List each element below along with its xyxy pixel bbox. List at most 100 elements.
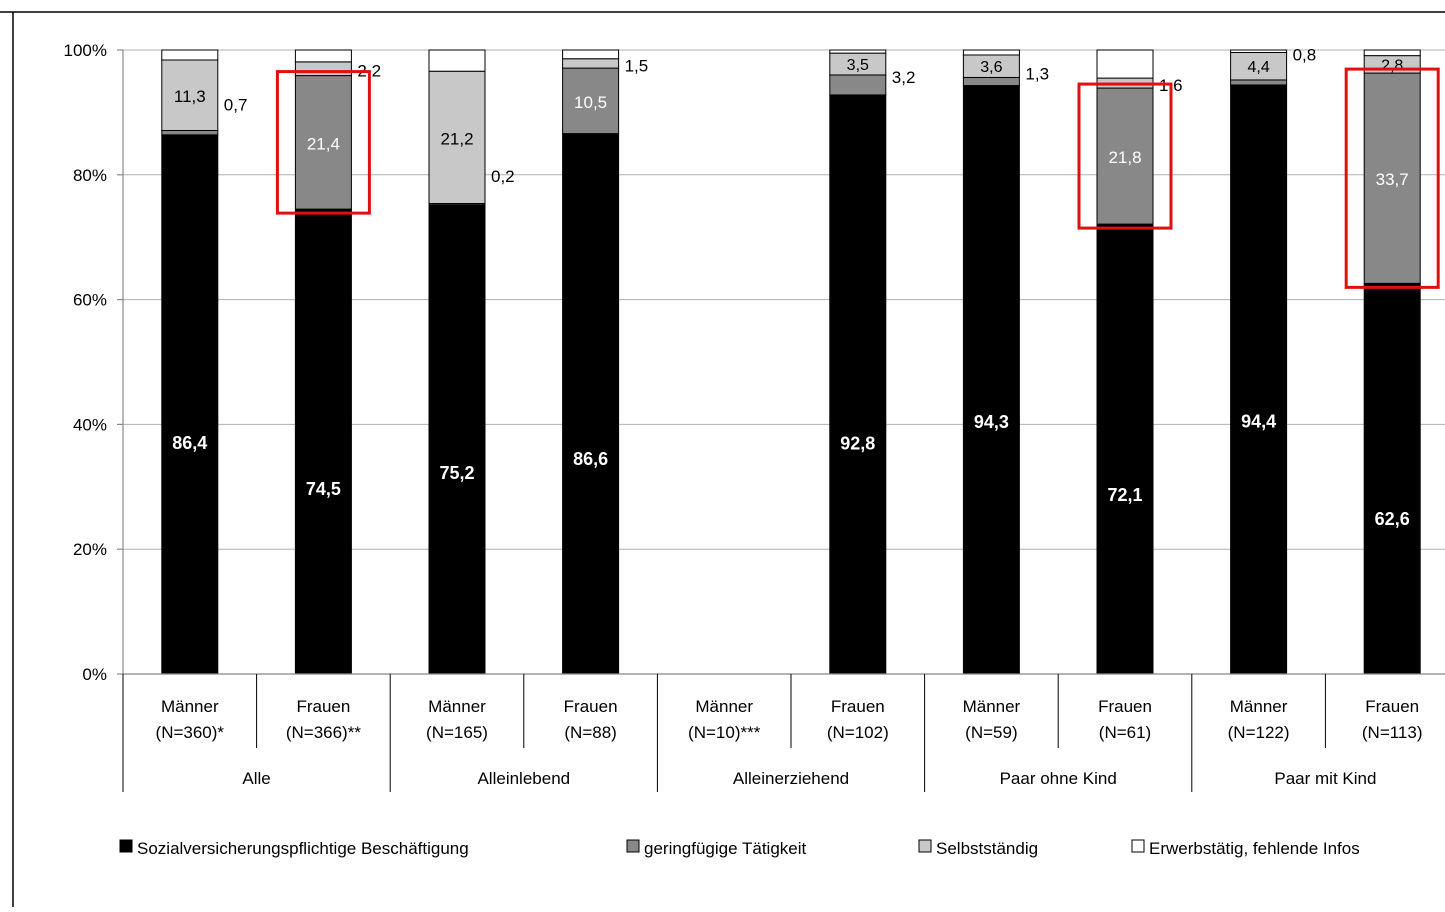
x-tick-label: Frauen	[564, 697, 618, 716]
bar-segment	[829, 74, 887, 96]
bar-segment	[962, 76, 1020, 87]
data-label: 75,2	[439, 463, 474, 483]
x-tick-label: Frauen	[831, 697, 885, 716]
bars-layer	[161, 49, 1421, 675]
data-label: 3,5	[847, 57, 869, 74]
bar-segment	[829, 94, 887, 675]
highlight-box	[1077, 82, 1173, 230]
data-label: 62,6	[1375, 509, 1410, 529]
data-label: 0,2	[491, 167, 515, 186]
bar-segment	[1096, 49, 1154, 79]
data-label: 92,8	[840, 433, 875, 453]
data-label: 21,2	[440, 129, 473, 148]
y-axis: 0% 20% 40% 60% 80% 100%	[64, 41, 124, 684]
group-label: Paar mit Kind	[1274, 769, 1376, 788]
data-label: 0,7	[224, 96, 248, 115]
data-label: 94,3	[974, 412, 1009, 432]
bar-segment	[962, 49, 1020, 56]
x-tick-label: (N=360)*	[156, 723, 225, 742]
group-label: Paar ohne Kind	[1000, 769, 1117, 788]
data-label: 1,5	[625, 56, 649, 75]
y-tick-label: 100%	[64, 41, 107, 60]
bar-segment	[562, 133, 620, 675]
bar-segment	[428, 204, 486, 675]
x-tick-label: Frauen	[296, 697, 350, 716]
legend-swatch	[626, 839, 640, 853]
x-tick-label: (N=59)	[965, 723, 1017, 742]
x-tick-label: (N=113)	[1362, 723, 1423, 742]
bar-segment	[161, 134, 219, 675]
data-label: 33,7	[1376, 170, 1409, 189]
y-tick-label: 0%	[82, 665, 107, 684]
bar-segment	[1096, 223, 1154, 675]
bar-segment	[962, 85, 1020, 675]
bar-segment	[562, 49, 620, 60]
bar-segment	[161, 59, 219, 131]
data-label: 21,8	[1108, 148, 1141, 167]
bar-segment	[161, 49, 219, 61]
data-labels-layer: 86,40,711,374,521,42,275,20,221,286,610,…	[172, 45, 1409, 528]
bar-segment	[1230, 84, 1288, 675]
data-label: 74,5	[306, 479, 341, 499]
y-tick-label: 60%	[73, 291, 107, 310]
bar-segment	[1363, 49, 1421, 57]
x-tick-label: (N=122)	[1228, 723, 1290, 742]
group-label: Alleinlebend	[477, 769, 570, 788]
bar-segment	[562, 58, 620, 69]
bar-segment	[294, 49, 352, 63]
bar-segment	[1363, 72, 1421, 284]
legend-label: geringfügige Tätigkeit	[644, 839, 807, 858]
legend-swatch	[918, 839, 932, 853]
x-tick-label: Männer	[1230, 697, 1288, 716]
group-label: Alle	[242, 769, 270, 788]
legend-swatch	[1131, 839, 1145, 853]
legend-swatch	[119, 839, 133, 853]
legend-label: Sozialversicherungspflichtige Beschäftig…	[137, 839, 469, 858]
data-label: 94,4	[1241, 412, 1276, 432]
data-label: 86,4	[172, 433, 207, 453]
highlight-layer	[275, 67, 1440, 289]
x-tick-label: Männer	[963, 697, 1021, 716]
highlight-box	[275, 70, 371, 215]
data-label: 4,4	[1247, 59, 1269, 76]
x-tick-label: (N=61)	[1099, 723, 1151, 742]
bar-segment	[294, 208, 352, 675]
x-tick-label: (N=88)	[564, 723, 616, 742]
legend-label: Erwerbstätig, fehlende Infos	[1149, 839, 1360, 858]
bar-segment	[1230, 49, 1288, 53]
x-tick-label: Frauen	[1365, 697, 1419, 716]
data-label: 2,8	[1381, 57, 1403, 74]
legend: Sozialversicherungspflichtige Beschäftig…	[119, 839, 1360, 858]
data-label: 86,6	[573, 449, 608, 469]
data-label: 11,3	[174, 87, 206, 106]
group-label: Alleinerziehend	[733, 769, 849, 788]
data-label: 3,2	[892, 68, 916, 87]
x-tick-label: Frauen	[1098, 697, 1152, 716]
data-label: 0,8	[1293, 45, 1317, 64]
x-tick-label: (N=102)	[827, 723, 889, 742]
y-tick-label: 40%	[73, 415, 107, 434]
highlight-box	[1344, 67, 1440, 289]
bar-segment	[294, 61, 352, 77]
data-label: 10,5	[574, 93, 607, 112]
bar-segment	[1363, 282, 1421, 675]
legend-label: Selbstständig	[936, 839, 1038, 858]
bar-segment	[161, 129, 219, 136]
bar-segment	[1230, 79, 1288, 86]
x-tick-label: Männer	[428, 697, 486, 716]
data-label: 72,1	[1107, 485, 1142, 505]
x-tick-label: (N=165)	[426, 723, 488, 742]
y-tick-label: 20%	[73, 540, 107, 559]
x-tick-label: (N=366)**	[286, 723, 362, 742]
x-tick-label: Männer	[161, 697, 219, 716]
data-label: 1,3	[1025, 65, 1049, 84]
data-label: 3,6	[980, 59, 1002, 76]
x-tick-label: Männer	[695, 697, 753, 716]
x-tick-label: (N=10)***	[688, 723, 761, 742]
y-tick-label: 80%	[73, 166, 107, 185]
x-axis: Männer (N=360)* Frauen (N=366)** Männer (N=16…	[122, 673, 1445, 792]
bar-segment	[428, 49, 486, 72]
bar-segment	[829, 49, 887, 54]
